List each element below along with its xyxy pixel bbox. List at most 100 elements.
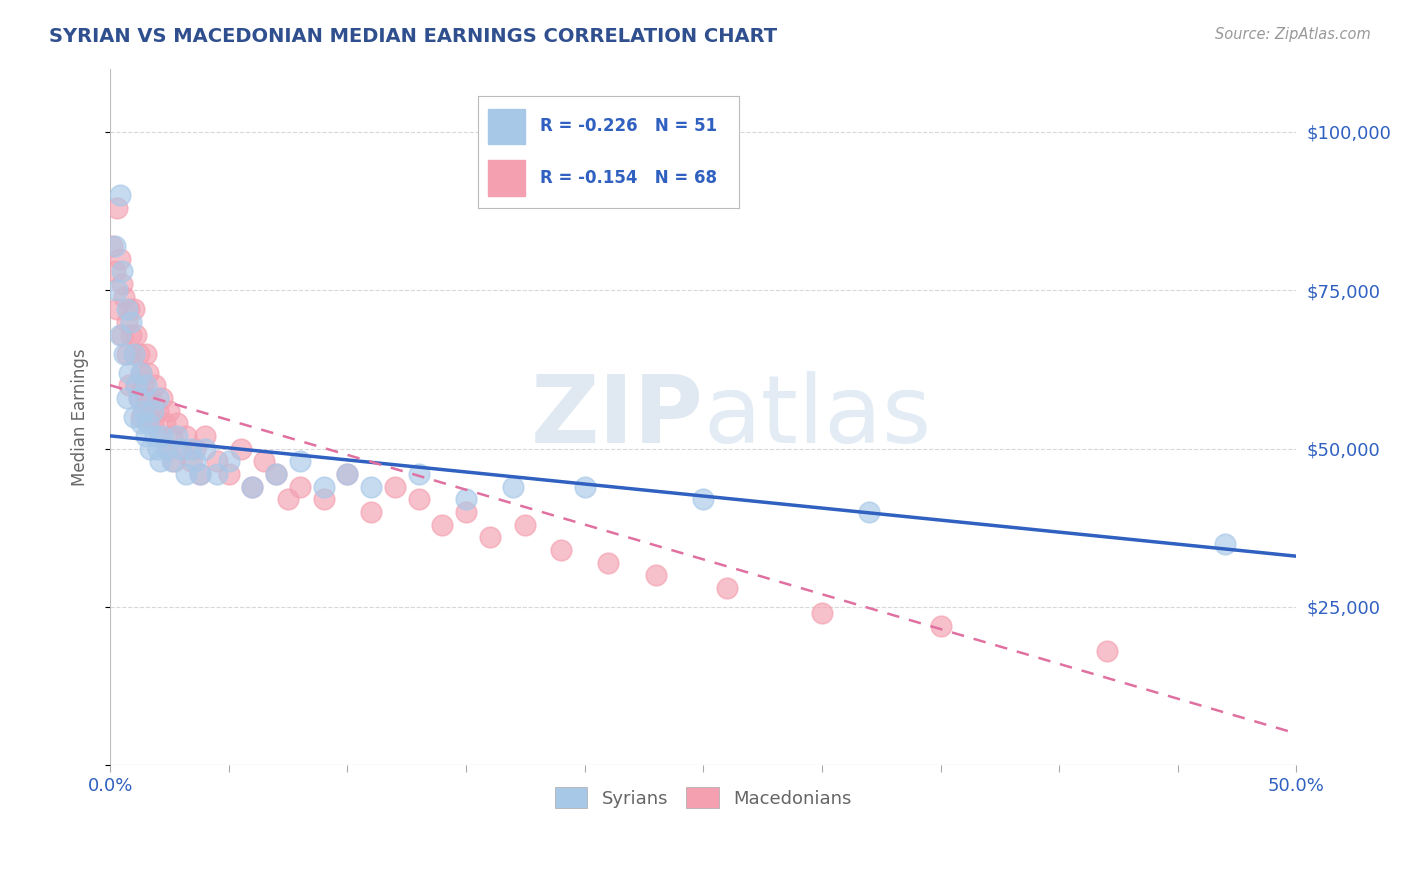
Point [432,517,454,532]
Point [111,264,134,278]
Text: ZIP: ZIP [530,371,703,463]
Point [120,327,142,342]
Point [1213,536,1236,550]
Point [135,346,157,360]
Point [111,327,134,342]
Point [135,378,157,392]
Text: SYRIAN VS MACEDONIAN MEDIAN EARNINGS CORRELATION CHART: SYRIAN VS MACEDONIAN MEDIAN EARNINGS COR… [49,27,778,45]
Point [180,454,202,468]
Point [1095,644,1118,658]
Point [142,403,165,417]
Point [132,403,155,417]
Point [122,409,145,424]
Point [174,467,197,481]
Point [129,366,152,380]
Point [242,479,264,493]
Point [229,442,252,456]
Point [174,429,197,443]
Point [277,492,299,507]
Point [550,542,572,557]
Point [360,505,382,519]
Point [811,606,834,620]
Point [129,409,152,424]
Point [135,429,157,443]
Text: Source: ZipAtlas.com: Source: ZipAtlas.com [1215,27,1371,42]
Point [118,378,141,392]
Point [129,366,152,380]
Point [644,568,666,582]
Point [716,581,738,595]
Point [194,429,217,443]
Point [166,416,188,430]
Point [139,442,162,456]
Point [163,454,186,468]
Point [122,346,145,360]
Point [129,416,152,430]
Point [135,391,157,405]
Point [929,619,952,633]
Point [128,391,150,405]
Point [115,315,138,329]
Legend: Syrians, Macedonians: Syrians, Macedonians [547,780,859,815]
Point [264,467,287,481]
Point [122,346,145,360]
Point [205,467,228,481]
Point [112,289,135,303]
Point [105,201,128,215]
Point [188,467,211,481]
Point [692,492,714,507]
Point [125,327,148,342]
Point [184,454,207,468]
Point [105,302,128,317]
Point [184,442,207,456]
Point [454,505,477,519]
Point [170,442,193,456]
Point [143,378,166,392]
Point [264,467,287,481]
Point [312,479,335,493]
Point [146,442,169,456]
Point [108,327,131,342]
Point [205,454,228,468]
Point [122,302,145,317]
Point [858,505,880,519]
Point [115,391,138,405]
Point [118,302,141,317]
Point [408,467,430,481]
Point [146,403,169,417]
Point [478,530,501,544]
Point [242,479,264,493]
Point [108,252,131,266]
Point [218,467,240,481]
Point [108,188,131,202]
Point [101,239,124,253]
Y-axis label: Median Earnings: Median Earnings [72,348,89,485]
Point [515,517,537,532]
Point [157,403,180,417]
Point [218,454,240,468]
Point [160,454,183,468]
Point [336,467,359,481]
Point [384,479,406,493]
Point [125,378,148,392]
Point [112,346,135,360]
Point [132,378,155,392]
Point [125,378,148,392]
Point [408,492,430,507]
Point [128,346,150,360]
Point [153,416,176,430]
Point [111,277,134,291]
Point [598,556,620,570]
Point [336,467,359,481]
Point [574,479,596,493]
Point [288,454,311,468]
Point [136,409,159,424]
Point [312,492,335,507]
Point [502,479,524,493]
Point [104,239,127,253]
Point [454,492,477,507]
Point [139,391,162,405]
Point [188,467,211,481]
Point [194,442,217,456]
Point [360,479,382,493]
